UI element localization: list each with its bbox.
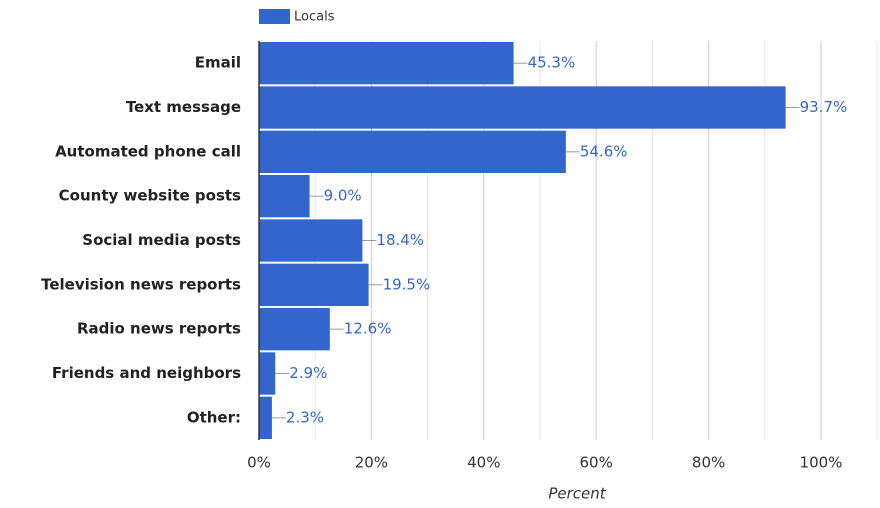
value-label: 12.6% xyxy=(344,320,392,338)
value-label: 54.6% xyxy=(580,142,628,160)
category-label: Radio news reports xyxy=(77,320,241,338)
bar xyxy=(259,308,330,351)
bar xyxy=(259,263,369,306)
value-label: 18.4% xyxy=(376,231,424,249)
x-tick-label: 100% xyxy=(800,454,843,472)
x-tick-label: 80% xyxy=(692,454,725,472)
bar xyxy=(259,130,566,173)
x-tick-label: 40% xyxy=(467,454,500,472)
legend-label: Locals xyxy=(294,10,335,25)
category-label: Social media posts xyxy=(82,231,241,249)
value-label: 45.3% xyxy=(528,54,576,72)
category-label: Text message xyxy=(126,98,241,116)
x-tick-label: 0% xyxy=(247,454,271,472)
value-label: 2.9% xyxy=(289,364,327,382)
x-tick-label: 60% xyxy=(580,454,613,472)
category-label: Email xyxy=(195,54,241,72)
category-label: Television news reports xyxy=(41,275,241,293)
bar xyxy=(259,175,310,218)
category-label: Friends and neighbors xyxy=(52,364,241,382)
category-label: County website posts xyxy=(59,187,241,205)
category-label: Other: xyxy=(187,408,241,426)
x-axis-title: Percent xyxy=(548,485,606,503)
value-label: 9.0% xyxy=(324,187,362,205)
bar xyxy=(259,42,514,85)
bar xyxy=(259,219,363,262)
x-tick-label: 20% xyxy=(355,454,388,472)
legend-swatch xyxy=(259,9,290,24)
category-label: Automated phone call xyxy=(55,142,241,160)
bar xyxy=(259,86,786,129)
value-label: 19.5% xyxy=(383,275,431,293)
value-label: 93.7% xyxy=(800,98,848,116)
bar xyxy=(259,352,276,395)
bar xyxy=(259,396,272,439)
value-label: 2.3% xyxy=(286,408,324,426)
